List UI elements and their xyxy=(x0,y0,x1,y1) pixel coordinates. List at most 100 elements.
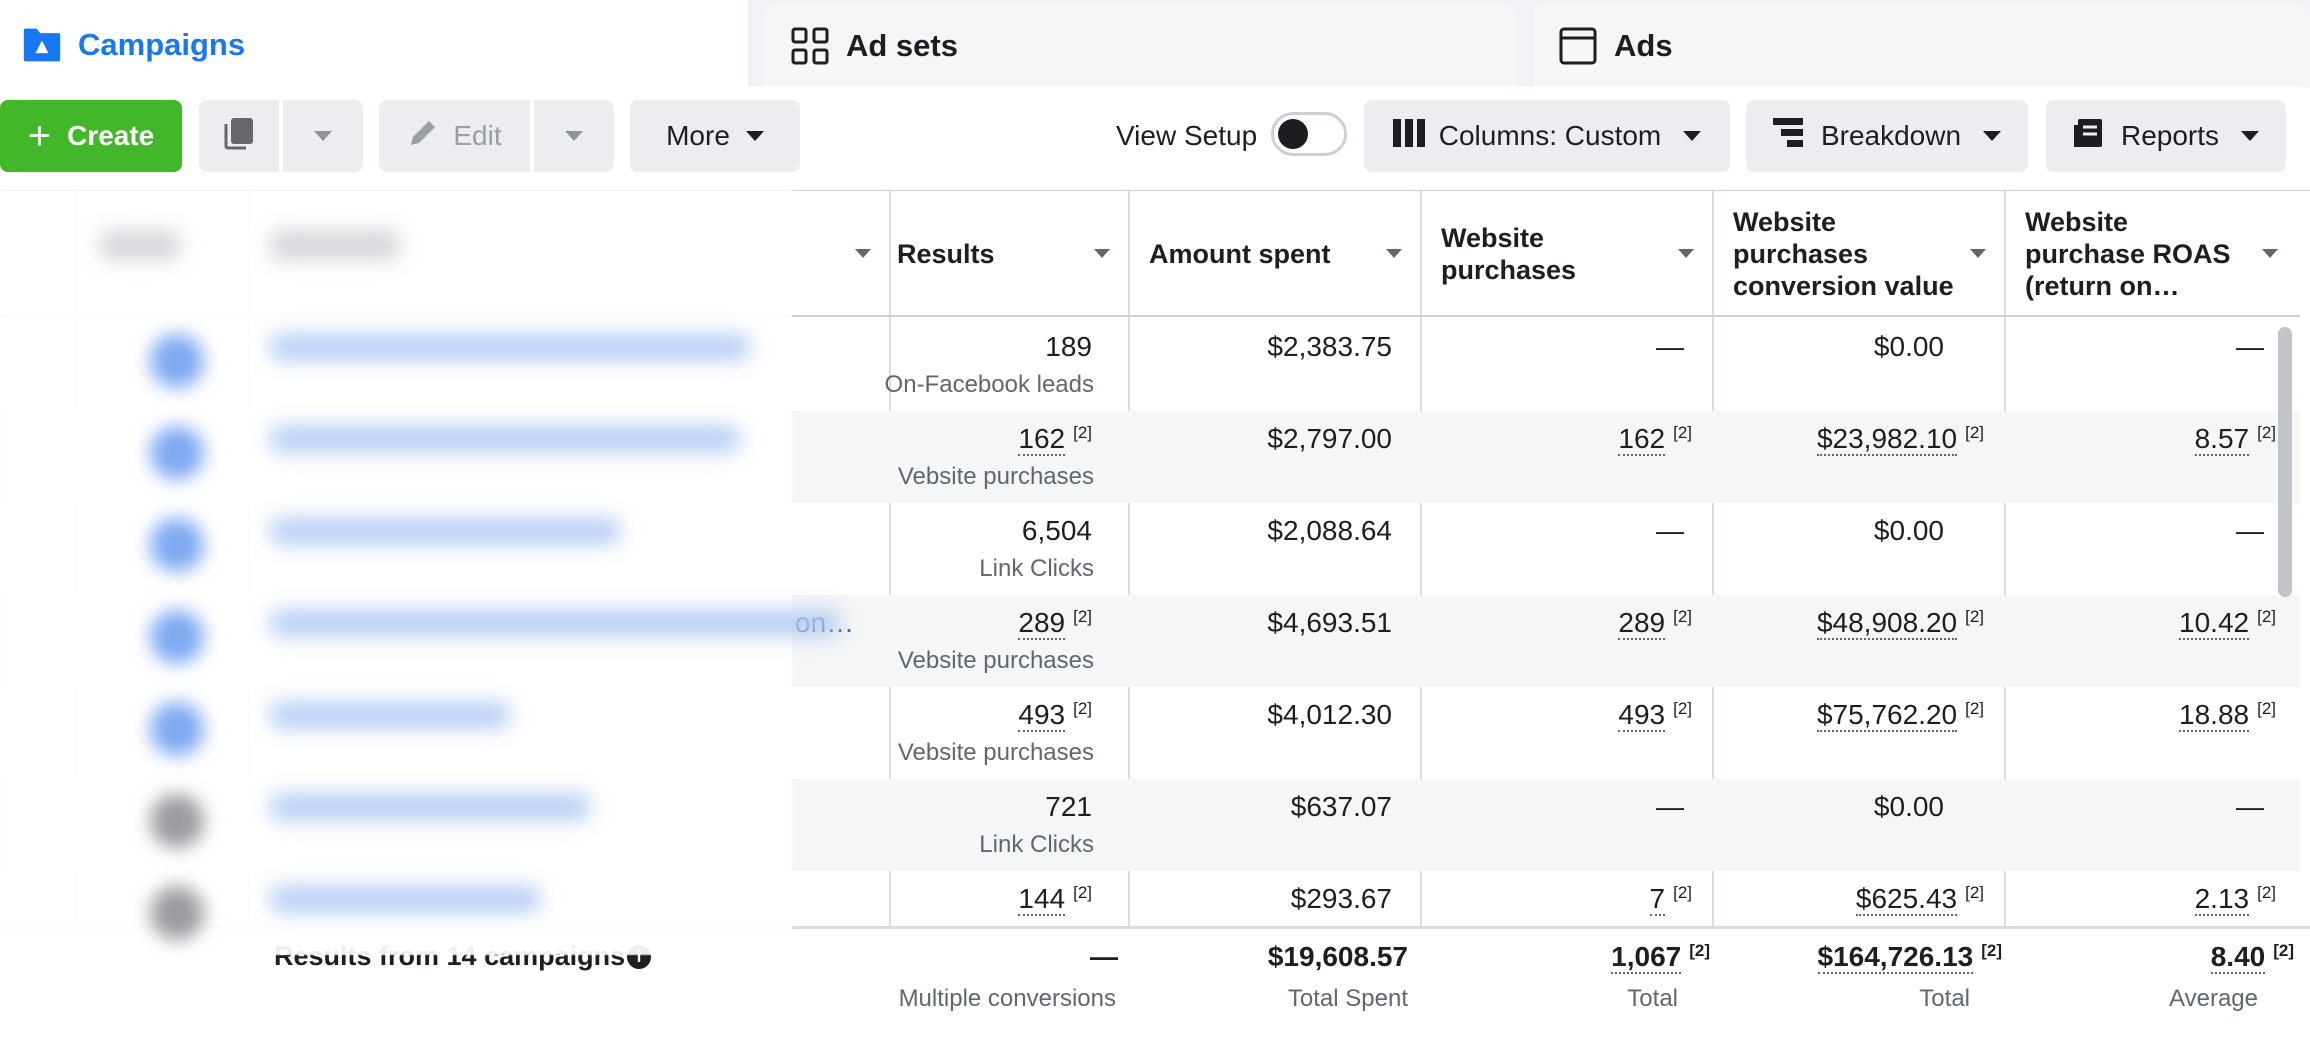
level-tabs: Campaigns Ad sets Ads xyxy=(0,0,2310,90)
table-row[interactable]: 493 [2] Vebsite purchases $4,012.30 493 [2] $7… xyxy=(0,687,2300,779)
footer-value-number: $164,726.13 xyxy=(1817,941,1974,975)
redacted-campaign-name xyxy=(270,610,840,636)
footnote-marker[interactable]: [2] xyxy=(1689,941,1710,960)
sort-icon[interactable] xyxy=(1970,249,1986,258)
footer-purchases-number: 1,067 xyxy=(1611,941,1682,975)
cell-value-value[interactable]: $23,982.10 xyxy=(1816,423,1958,457)
cell-roas-value: — xyxy=(2236,331,2264,362)
cell-value: $48,908.20 [2] xyxy=(1816,607,1984,641)
cell-roas-value[interactable]: 10.42 xyxy=(2179,607,2250,641)
cell-roas: 8.57 [2] xyxy=(2194,423,2276,457)
redacted-campaign-name xyxy=(270,426,740,452)
footer-spent-value: $19,608.57 xyxy=(1267,941,1408,972)
table-row[interactable]: 189 On-Facebook leads $2,383.75 — $0.00 — xyxy=(0,319,2300,411)
footnote-marker[interactable]: [2] xyxy=(1073,423,1092,442)
cell-purchases-value[interactable]: 289 xyxy=(1618,607,1666,641)
header-amount-spent[interactable]: Amount spent xyxy=(1149,191,1419,317)
table-row[interactable]: 6,504 Link Clicks $2,088.64 — $0.00 — xyxy=(0,503,2300,595)
columns-icon xyxy=(1392,118,1425,154)
ad-window-icon xyxy=(1558,26,1598,66)
header-website-purchases[interactable]: Website purchases xyxy=(1441,191,1661,317)
cell-results-value[interactable]: 144 xyxy=(1018,883,1066,917)
cell-results-sub: On-Facebook leads xyxy=(884,371,1094,398)
cell-purchases-value: — xyxy=(1656,331,1684,362)
reports-button[interactable]: Reports xyxy=(2046,100,2286,172)
sort-icon[interactable] xyxy=(2262,249,2278,258)
vertical-scrollbar[interactable] xyxy=(2278,327,2292,597)
footer-value-value: $164,726.13 [2] xyxy=(1817,941,2002,975)
pencil-icon xyxy=(407,117,439,156)
cell-value-value[interactable]: $625.43 xyxy=(1855,883,1958,917)
footnote-marker[interactable]: [2] xyxy=(2257,699,2276,718)
sort-icon[interactable] xyxy=(855,249,871,258)
tab-ads[interactable]: Ads xyxy=(1534,4,2310,88)
footnote-marker[interactable]: [2] xyxy=(1673,607,1692,626)
view-setup-toggle[interactable] xyxy=(1271,112,1347,156)
cell-purchases: 493 [2] xyxy=(1618,699,1692,733)
header-conversion-value[interactable]: Website purchases conversion value xyxy=(1733,191,1963,317)
cell-amount-spent: $637.07 xyxy=(1290,791,1392,822)
footnote-marker[interactable]: [2] xyxy=(1673,423,1692,442)
cell-value-value[interactable]: $48,908.20 xyxy=(1816,607,1958,641)
more-button[interactable]: More xyxy=(630,100,800,172)
sort-icon[interactable] xyxy=(1386,249,1402,258)
tab-ads-label: Ads xyxy=(1614,28,1673,63)
cell-value-value: $0.00 xyxy=(1873,791,1944,822)
edit-button[interactable]: Edit xyxy=(379,100,530,172)
cell-results-value[interactable]: 493 xyxy=(1018,699,1066,733)
table-row[interactable]: 144 [2] $293.67 7 [2] $625.43 [2] 2.13 [2] xyxy=(0,871,2300,963)
header-results[interactable]: Results xyxy=(897,191,1127,317)
redacted-campaign-name xyxy=(270,886,540,912)
tab-ad-sets-label: Ad sets xyxy=(846,28,958,63)
cell-purchases-value[interactable]: 7 xyxy=(1649,883,1666,917)
cell-value-value[interactable]: $75,762.20 xyxy=(1816,699,1958,733)
footnote-marker[interactable]: [2] xyxy=(1965,607,1984,626)
cell-results: 493 [2] xyxy=(1018,699,1092,733)
footnote-marker[interactable]: [2] xyxy=(1073,607,1092,626)
header-roas[interactable]: Website purchase ROAS (return on… xyxy=(2025,191,2245,317)
header-conversion-value-label: Website purchases conversion value xyxy=(1733,207,1954,301)
cell-roas-value[interactable]: 18.88 xyxy=(2179,699,2250,733)
footnote-marker[interactable]: [2] xyxy=(1981,941,2002,960)
cell-results-sub: Link Clicks xyxy=(979,831,1094,858)
footnote-marker[interactable]: [2] xyxy=(1673,699,1692,718)
footnote-marker[interactable]: [2] xyxy=(1073,699,1092,718)
cell-roas-value[interactable]: 8.57 xyxy=(2194,423,2250,457)
footnote-marker[interactable]: [2] xyxy=(1965,883,1984,902)
duplicate-icon xyxy=(222,116,256,157)
cell-purchases-value[interactable]: 493 xyxy=(1618,699,1666,733)
tab-ad-sets[interactable]: Ad sets xyxy=(764,4,1516,88)
cell-roas-value[interactable]: 2.13 xyxy=(2194,883,2250,917)
footnote-marker[interactable]: [2] xyxy=(1965,699,1984,718)
cell-results-value: 6,504 xyxy=(1021,515,1092,546)
header-amount-spent-label: Amount spent xyxy=(1149,239,1331,269)
footnote-marker[interactable]: [2] xyxy=(2257,423,2276,442)
footnote-marker[interactable]: [2] xyxy=(1673,883,1692,902)
create-button[interactable]: + Create xyxy=(0,100,182,172)
cell-purchases-value[interactable]: 162 xyxy=(1618,423,1666,457)
footer-results-value: — xyxy=(1090,941,1118,972)
breakdown-button-label: Breakdown xyxy=(1820,120,1962,151)
footnote-marker[interactable]: [2] xyxy=(2257,883,2276,902)
breakdown-button[interactable]: Breakdown xyxy=(1746,100,2028,172)
footnote-marker[interactable]: [2] xyxy=(1965,423,1984,442)
cell-results: 162 [2] xyxy=(1018,423,1092,457)
columns-button[interactable]: Columns: Custom xyxy=(1364,100,1730,172)
footnote-marker[interactable]: [2] xyxy=(1073,883,1092,902)
redacted-status-icon xyxy=(150,334,204,388)
reports-button-label: Reports xyxy=(2120,120,2220,151)
sort-icon[interactable] xyxy=(1094,249,1110,258)
footnote-marker[interactable]: [2] xyxy=(2257,607,2276,626)
duplicate-button[interactable] xyxy=(199,100,279,172)
cell-roas: — xyxy=(2236,331,2264,363)
footnote-marker[interactable]: [2] xyxy=(2273,941,2294,960)
cell-results-value: 189 xyxy=(1045,331,1092,362)
cell-results-value[interactable]: 289 xyxy=(1018,607,1066,641)
sort-icon[interactable] xyxy=(1678,249,1694,258)
tab-campaigns[interactable]: Campaigns xyxy=(0,0,748,90)
redacted-text xyxy=(100,230,180,260)
edit-dropdown[interactable] xyxy=(534,100,614,172)
duplicate-dropdown[interactable] xyxy=(283,100,363,172)
cell-results-value[interactable]: 162 xyxy=(1018,423,1066,457)
cell-results: 6,504 xyxy=(1022,515,1092,547)
